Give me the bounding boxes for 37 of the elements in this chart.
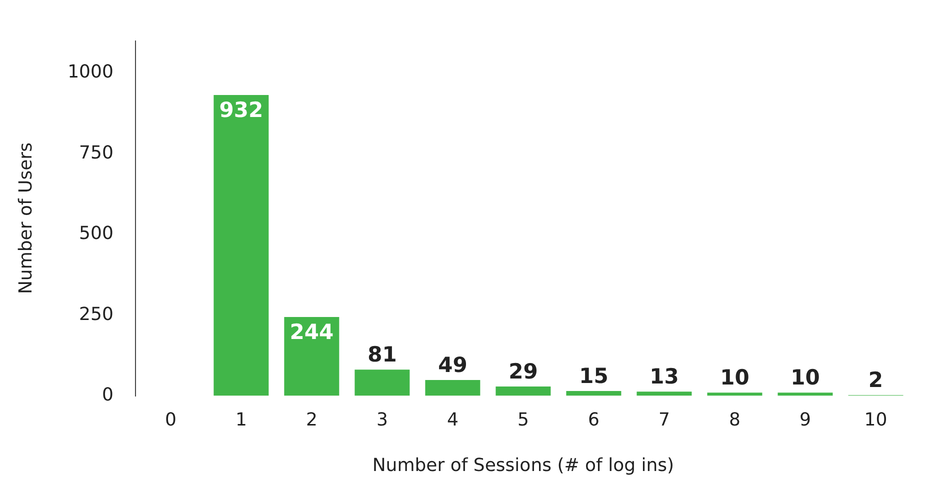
bar: [284, 317, 340, 396]
bar: [496, 386, 551, 396]
data-label: 13: [650, 364, 679, 389]
y-tick-label: 1000: [68, 62, 114, 83]
x-tick-label: 3: [376, 409, 388, 430]
data-label: 244: [290, 320, 334, 344]
x-tick-label: 1: [235, 409, 247, 430]
data-label: 10: [790, 366, 820, 390]
x-tick-label: 9: [800, 409, 811, 430]
y-tick-label: 500: [79, 223, 114, 244]
bar: [425, 380, 480, 396]
data-label: 15: [579, 364, 608, 388]
x-tick-label: 2: [306, 409, 318, 430]
data-label: 49: [438, 352, 468, 377]
x-tick-label: 4: [446, 409, 458, 430]
x-tick-label: 8: [729, 409, 740, 430]
data-label: 10: [720, 366, 750, 390]
bar: [354, 370, 410, 396]
y-tick-label: 250: [79, 304, 114, 325]
bar: [707, 392, 762, 396]
y-tick-label: 750: [79, 142, 114, 164]
x-axis-title: Number of Sessions (# of log ins): [372, 454, 674, 476]
y-tick-label: 0: [102, 384, 114, 406]
data-label: 932: [219, 98, 264, 122]
x-tick-label: 0: [164, 409, 176, 430]
data-label: 2: [868, 368, 884, 392]
x-tick-label: 10: [864, 409, 888, 430]
data-label: 81: [368, 342, 397, 367]
bar: [778, 392, 833, 396]
y-axis-title: Number of Users: [15, 142, 36, 294]
bar: [636, 392, 692, 396]
x-tick-label: 6: [588, 409, 600, 430]
x-tick-label: 7: [658, 409, 670, 430]
x-tick-label: 5: [517, 409, 529, 430]
data-label: 29: [508, 359, 538, 384]
bar: [566, 390, 622, 396]
bar: [214, 95, 269, 396]
